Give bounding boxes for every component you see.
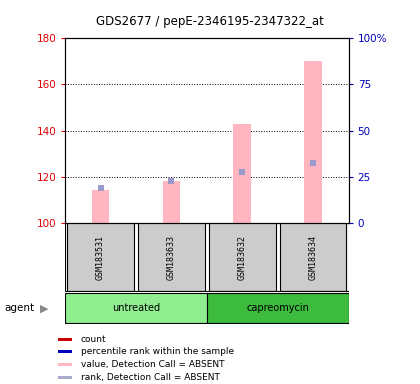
Bar xyxy=(58,363,71,366)
Bar xyxy=(234,124,251,223)
Text: percentile rank within the sample: percentile rank within the sample xyxy=(81,347,234,356)
Bar xyxy=(280,223,346,291)
Text: capreomycin: capreomycin xyxy=(246,303,309,313)
Text: GSM183633: GSM183633 xyxy=(167,235,176,280)
Bar xyxy=(65,293,207,323)
Text: GSM183632: GSM183632 xyxy=(238,235,247,280)
Text: count: count xyxy=(81,335,106,344)
Text: ▶: ▶ xyxy=(40,303,48,313)
Text: untreated: untreated xyxy=(112,303,160,313)
Bar xyxy=(67,223,134,291)
Text: GSM183531: GSM183531 xyxy=(96,235,105,280)
Text: GSM183634: GSM183634 xyxy=(309,235,318,280)
Bar xyxy=(58,338,71,341)
Text: rank, Detection Call = ABSENT: rank, Detection Call = ABSENT xyxy=(81,373,219,382)
Text: agent: agent xyxy=(4,303,34,313)
Text: value, Detection Call = ABSENT: value, Detection Call = ABSENT xyxy=(81,360,224,369)
Bar xyxy=(207,293,349,323)
Bar xyxy=(58,376,71,379)
Bar xyxy=(209,223,276,291)
Bar xyxy=(163,181,180,223)
Text: GDS2677 / pepE-2346195-2347322_at: GDS2677 / pepE-2346195-2347322_at xyxy=(96,15,324,28)
Bar xyxy=(58,350,71,353)
Bar xyxy=(138,223,205,291)
Bar xyxy=(304,61,322,223)
Bar xyxy=(92,190,109,223)
